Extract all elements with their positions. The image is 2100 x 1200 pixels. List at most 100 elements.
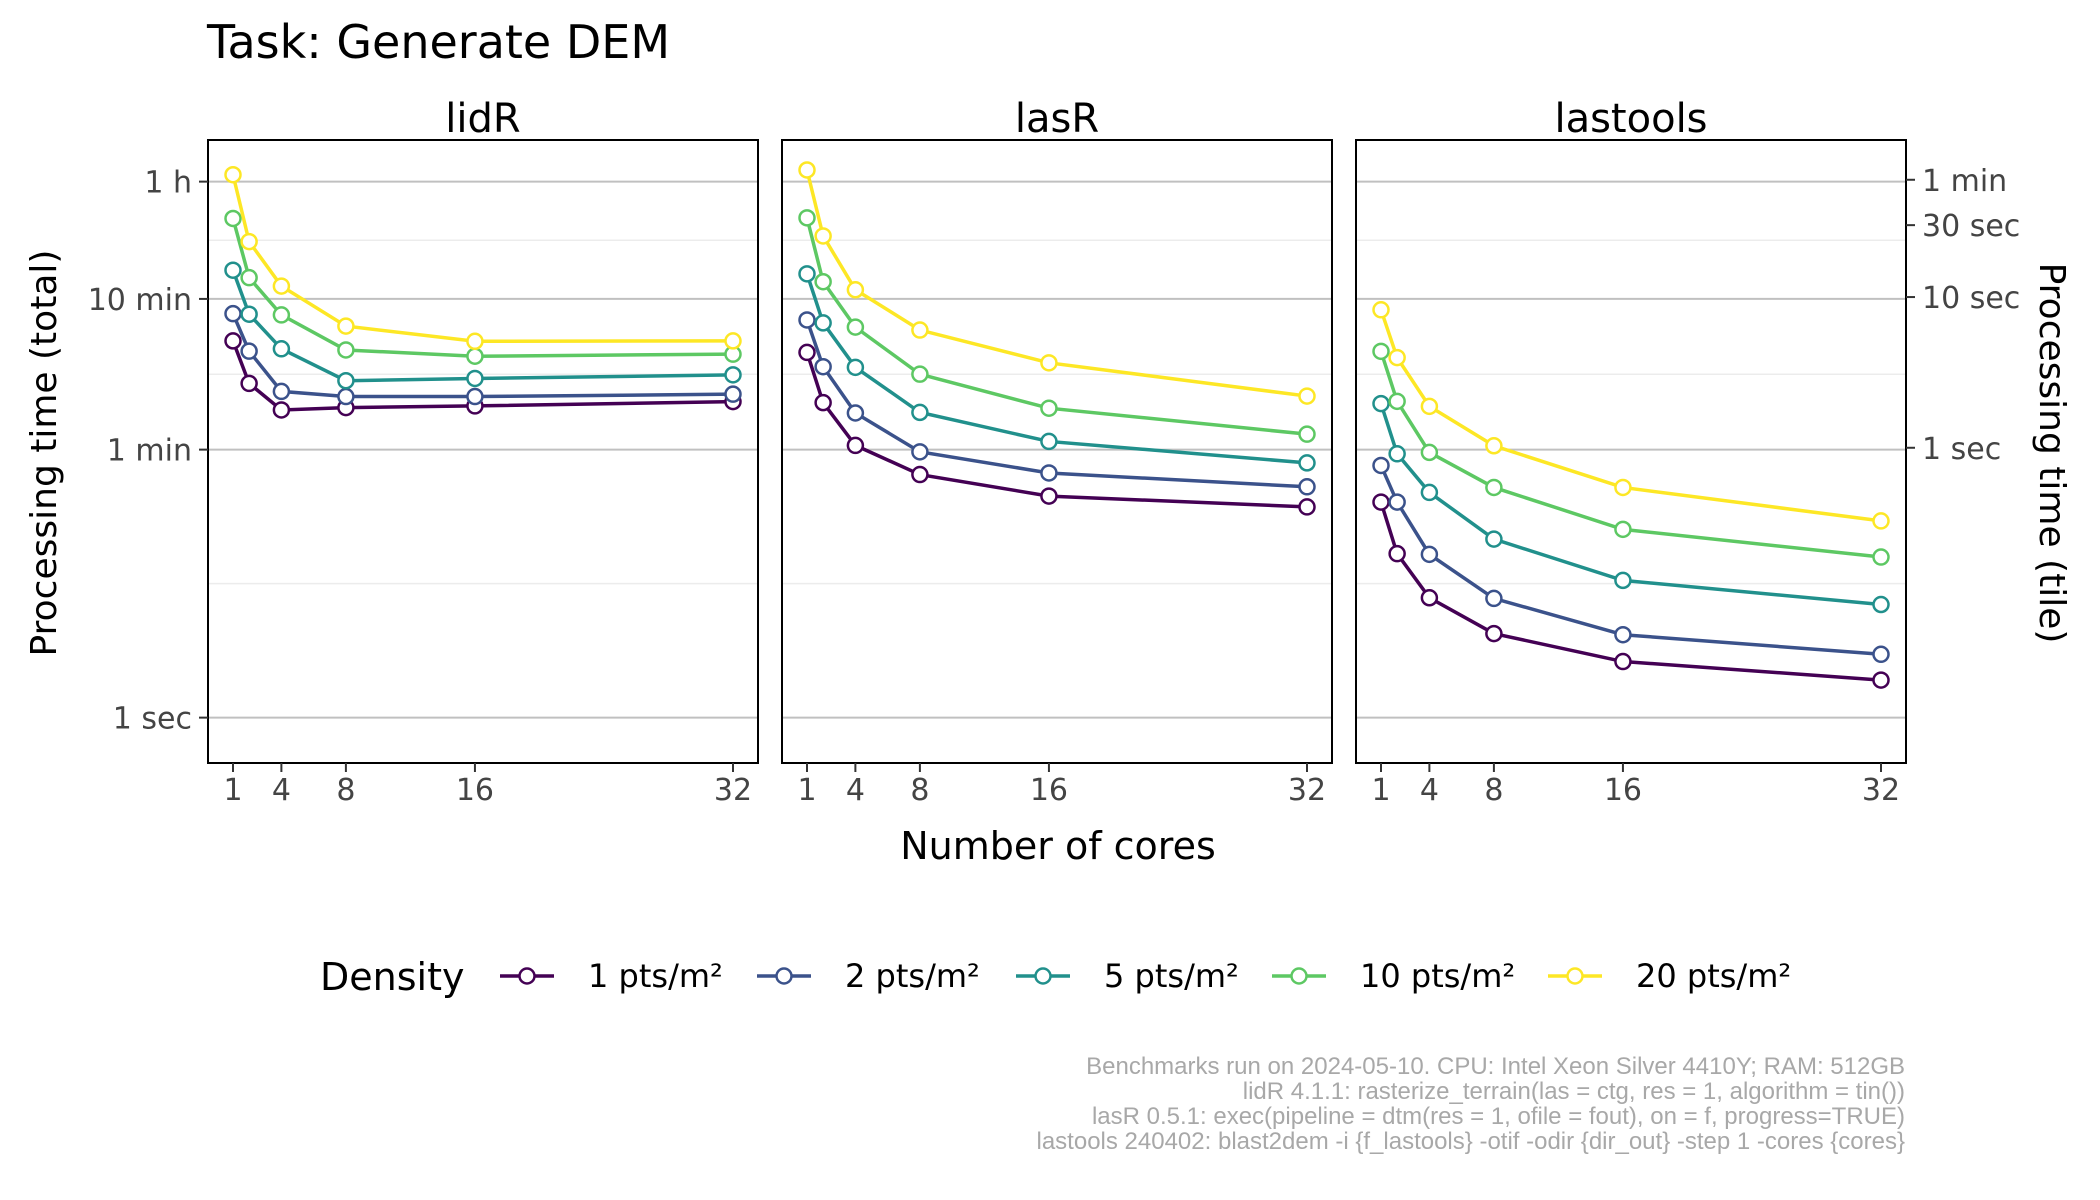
legend-key-point [1034, 967, 1052, 985]
legend-label: 2 pts/m² [845, 957, 980, 995]
y-axis-title-right: Processing time (tile) [2031, 263, 2072, 644]
data-point [272, 340, 291, 358]
legend-item: 5 pts/m² [1016, 957, 1239, 995]
data-point [814, 393, 832, 412]
data-point [798, 311, 816, 329]
x-tick-label: 8 [1484, 773, 1503, 808]
data-point [1040, 399, 1058, 417]
data-point [1485, 478, 1503, 497]
caption-line: Benchmarks run on 2024-05-10. CPU: Intel… [1086, 1053, 1905, 1080]
data-point [846, 404, 865, 422]
panel-border [1355, 139, 1907, 764]
caption-line: lidR 4.1.1: rasterize_terrain(las = ctg,… [1242, 1078, 1905, 1105]
data-point [1298, 387, 1316, 405]
data-point [846, 436, 865, 455]
data-point [1298, 478, 1316, 496]
legend-items: 1 pts/m² 2 pts/m² 5 pts/m² 10 pts/m² 20 pts/… [500, 957, 1791, 995]
panel-border [781, 139, 1333, 764]
x-tick-label: 4 [846, 773, 865, 808]
y-tick-label-right: 10 sec [1922, 281, 2020, 316]
legend-item: 1 pts/m² [500, 957, 723, 995]
data-point [1372, 394, 1390, 413]
data-point [798, 343, 816, 362]
legend-label: 1 pts/m² [588, 957, 723, 995]
data-point [240, 342, 258, 360]
data-point [272, 277, 291, 295]
data-point [466, 387, 484, 406]
facet-lasR: lasR 1 4 8 16 32 [781, 96, 1333, 808]
data-point [240, 268, 258, 287]
data-point [724, 366, 742, 384]
data-point [1372, 342, 1390, 361]
data-point [224, 304, 242, 323]
data-point [1614, 652, 1632, 671]
panel-border [207, 139, 759, 764]
legend-key-point [775, 967, 793, 985]
x-tick-label: 16 [456, 773, 494, 808]
data-point [1872, 671, 1890, 689]
y-tick-label: 10 min [88, 283, 192, 318]
data-point [224, 261, 242, 279]
caption-line: lasR 0.5.1: exec(pipeline = dtm(res = 1,… [1091, 1103, 1905, 1130]
legend-item: 2 pts/m² [757, 957, 980, 995]
y-tick-label-right: 1 min [1922, 164, 2007, 199]
data-point [466, 332, 484, 351]
data-point [337, 387, 355, 406]
y-tick-label: 1 min [107, 434, 192, 469]
data-point [846, 358, 865, 377]
data-point [1485, 437, 1503, 455]
data-point [814, 227, 832, 245]
data-point [1040, 432, 1058, 451]
data-point [814, 314, 832, 332]
series-line [1379, 501, 1882, 682]
data-point [1388, 493, 1406, 511]
data-point [1388, 392, 1406, 411]
x-tick-label: 32 [1862, 773, 1900, 808]
data-point [1420, 589, 1439, 607]
data-point [240, 232, 258, 251]
data-point [1388, 348, 1406, 367]
series-line [805, 217, 1308, 436]
facet-label: lidR [445, 96, 520, 142]
series-line [1379, 350, 1882, 559]
x-tick-label: 1 [797, 773, 816, 808]
x-tick-label: 1 [1371, 773, 1390, 808]
data-point [1872, 595, 1890, 614]
data-point [1420, 397, 1439, 416]
y-axis-title-left: Processing time (total) [24, 250, 65, 657]
data-point [846, 318, 865, 336]
y-axis-right: 1 min 30 sec 10 sec 1 sec [1906, 164, 2020, 467]
data-point [1614, 625, 1632, 644]
caption-line: lastools 240402: blast2dem -i {f_lastool… [1036, 1128, 1906, 1155]
legend-title: Density [320, 955, 464, 999]
data-point [224, 332, 242, 350]
facet-lidR: lidR 1 4 8 16 32 [207, 96, 759, 808]
legend-label: 5 pts/m² [1104, 957, 1239, 995]
data-point [1298, 498, 1316, 516]
x-tick-label: 1 [223, 773, 242, 808]
data-point [1372, 456, 1390, 475]
data-point [1298, 425, 1316, 443]
series-line [805, 273, 1308, 465]
x-tick-label: 4 [1420, 773, 1439, 808]
data-point [272, 401, 291, 419]
x-tick-label: 8 [910, 773, 929, 808]
x-tick-label: 16 [1604, 773, 1642, 808]
y-tick-label-right: 30 sec [1922, 209, 2020, 244]
data-point [1372, 301, 1390, 319]
facet-label: lasR [1015, 96, 1099, 142]
data-point [240, 305, 258, 323]
data-point [1614, 478, 1632, 497]
legend-label: 20 pts/m² [1636, 957, 1791, 995]
data-point [337, 371, 355, 390]
data-point [224, 209, 242, 228]
series-line [1379, 464, 1882, 657]
x-tick-label: 32 [1288, 773, 1326, 808]
data-point [1485, 530, 1503, 548]
data-point [911, 403, 929, 422]
data-point [224, 165, 242, 184]
facet-lastools: lastools 1 4 8 16 32 [1355, 96, 1907, 808]
data-point [1872, 548, 1890, 566]
data-point [337, 317, 355, 335]
